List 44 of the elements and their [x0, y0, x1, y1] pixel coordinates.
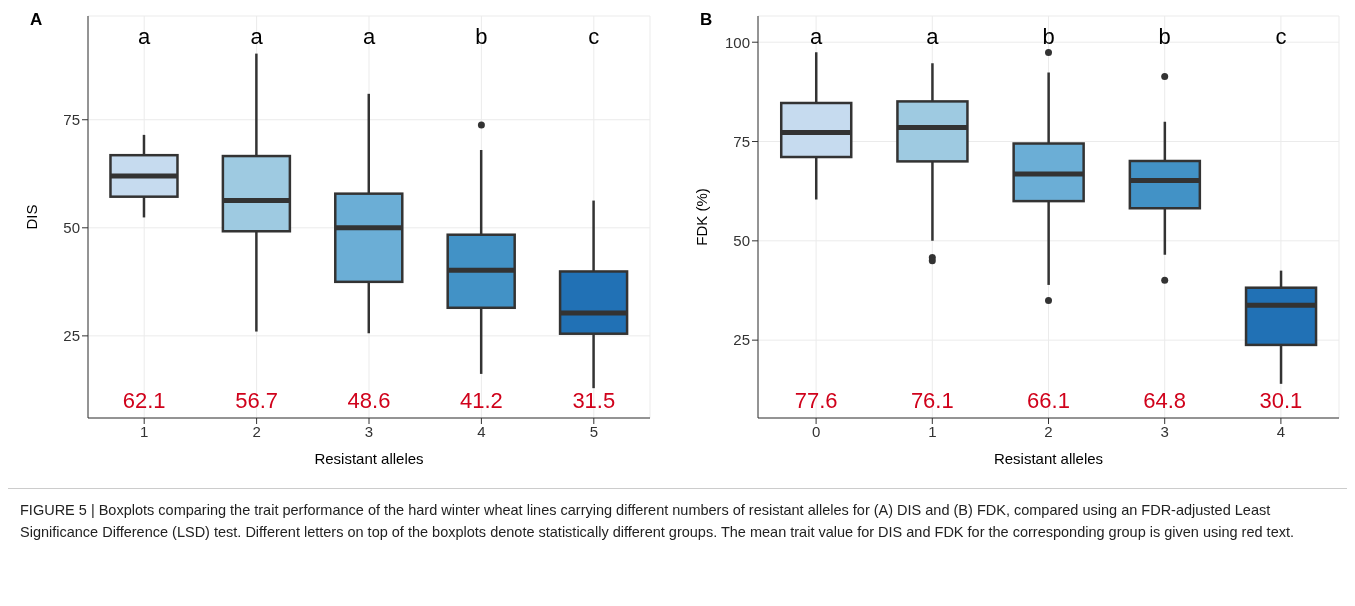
annotation: 64.8	[1143, 387, 1187, 413]
annotation: b	[1042, 23, 1055, 49]
y-tick-label: 25	[733, 331, 750, 349]
x-axis-title: Resistant alleles	[993, 450, 1104, 467]
x-axis-title: Resistant alleles	[314, 450, 424, 467]
chart-title: B	[700, 10, 713, 30]
y-tick-label: 50	[733, 232, 750, 250]
x-tick-label: 3	[364, 422, 374, 440]
annotation: 62.1	[122, 387, 166, 413]
x-tick-label: 1	[140, 422, 149, 440]
annotation: 66.1	[1027, 387, 1070, 413]
annotation: 48.6	[347, 387, 391, 413]
y-axis-title: DIS	[23, 204, 41, 230]
x-tick-label: 4	[1276, 422, 1286, 440]
annotation: a	[926, 23, 940, 49]
annotation: a	[362, 23, 376, 49]
x-tick-label: 2	[1044, 422, 1053, 440]
x-tick-label: 0	[811, 422, 821, 440]
annotation: a	[250, 23, 264, 49]
annotation: b	[1158, 23, 1171, 49]
annotation: a	[138, 23, 152, 49]
y-tick-label: 50	[63, 219, 80, 237]
x-tick-label: 1	[928, 422, 937, 440]
annotation: c	[588, 23, 600, 49]
x-tick-label: 2	[252, 422, 261, 440]
annotation: 31.5	[572, 387, 616, 413]
annotation: a	[809, 23, 823, 49]
y-axis-title: FDK (%)	[693, 188, 711, 246]
y-tick-label: 75	[733, 132, 750, 150]
annotation: 56.7	[235, 387, 279, 413]
x-tick-label: 4	[477, 422, 486, 440]
chart-title: A	[30, 10, 43, 30]
y-tick-label: 75	[63, 111, 80, 129]
x-tick-label: 3	[1160, 422, 1169, 440]
caption: FIGURE 5 | Boxplots comparing the trait performance of the hard winter wheat lines carrying different numbers of resistant alleles for (A) DIS and (B) FDK, compared using an FDR-adjusted Least Significance Difference (LSD) test. Different letters on top of the boxplots denote statistically different groups. The mean trait value for DIS and FDK for the corresponding group is given using red text.	[20, 501, 1295, 542]
y-tick-label: 100	[724, 33, 750, 51]
y-tick-label: 25	[63, 327, 80, 345]
annotation: 30.1	[1259, 387, 1303, 413]
annotation: 77.6	[794, 387, 838, 413]
annotation: b	[475, 23, 488, 49]
annotation: 76.1	[910, 387, 954, 413]
x-tick-label: 5	[589, 422, 598, 440]
annotation: c	[1275, 23, 1287, 49]
annotation: 41.2	[459, 387, 503, 413]
